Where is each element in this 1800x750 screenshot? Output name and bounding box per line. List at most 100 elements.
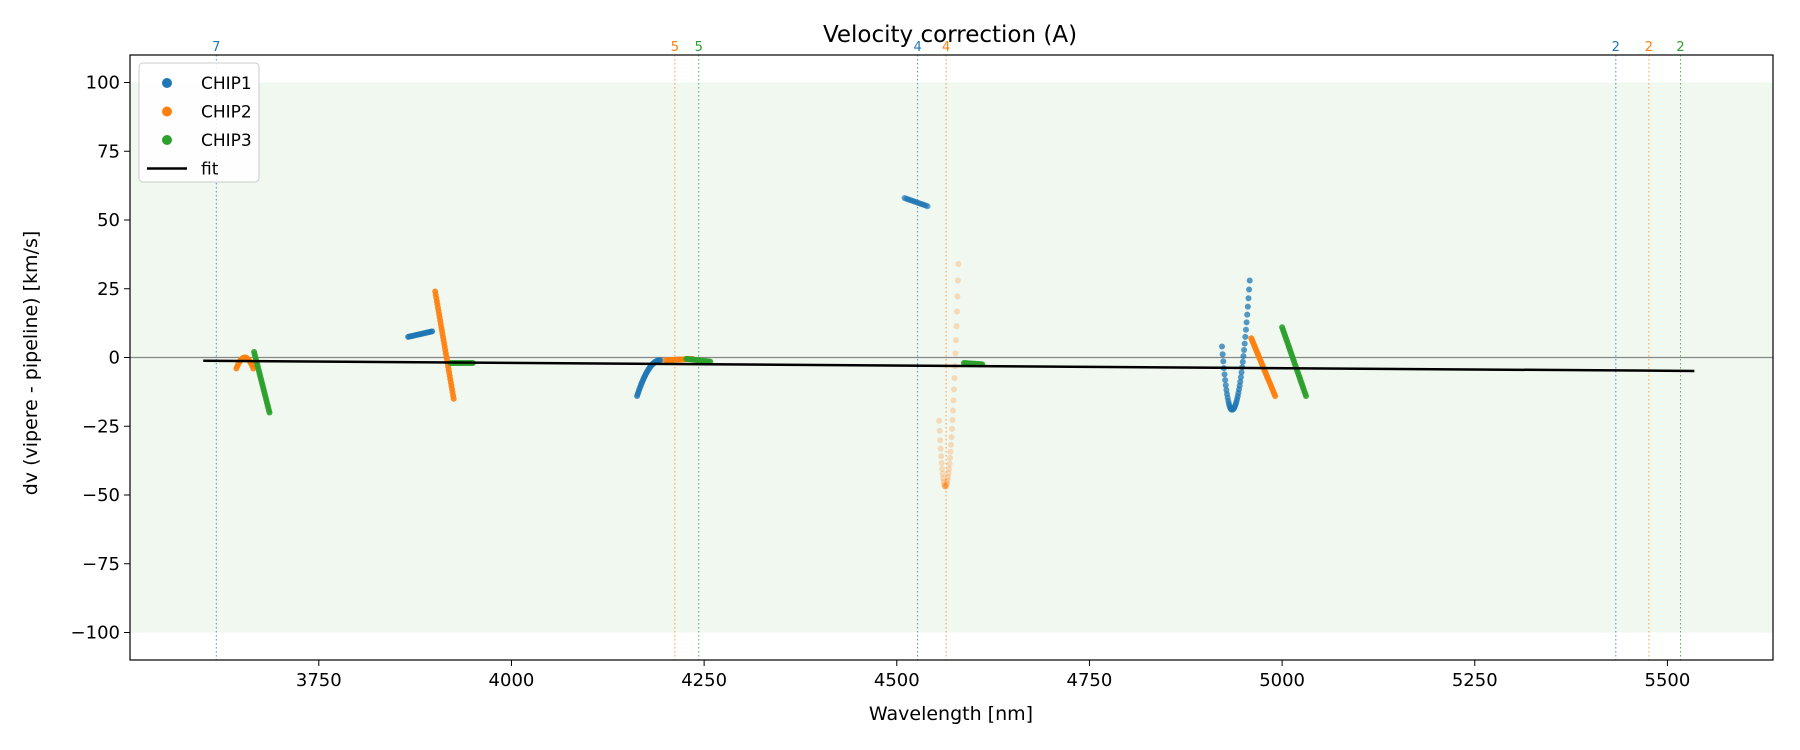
data-point	[1246, 286, 1253, 293]
data-point	[942, 483, 949, 490]
data-point	[940, 478, 947, 485]
data-point	[1243, 319, 1250, 326]
data-point	[250, 365, 257, 372]
data-point	[450, 395, 457, 402]
data-point	[937, 437, 944, 444]
data-point	[1222, 377, 1229, 384]
data-point	[1237, 378, 1244, 385]
data-point	[1241, 347, 1248, 354]
vertical-marker-label: 2	[1676, 40, 1684, 55]
data-point	[1237, 374, 1244, 381]
data-point	[941, 481, 948, 488]
legend-label: CHIP3	[201, 131, 252, 151]
data-point	[941, 482, 948, 489]
y-tick-label: 100	[86, 73, 120, 94]
data-point	[950, 397, 957, 404]
data-point	[939, 471, 946, 478]
data-point	[945, 474, 952, 481]
y-tick-label: −50	[82, 485, 120, 506]
y-axis-label: dv (vipere - pipeline) [km/s]	[20, 231, 42, 496]
data-point	[938, 453, 945, 460]
data-point	[937, 445, 944, 452]
y-tick-label: 75	[97, 141, 120, 162]
legend-marker-swatch	[162, 78, 172, 88]
vertical-marker-label: 7	[212, 40, 220, 55]
y-tick-label: 50	[97, 210, 120, 231]
x-tick-label: 4500	[874, 670, 920, 691]
x-axis-label: Wavelength [nm]	[869, 703, 1033, 725]
fit-line	[203, 359, 1695, 373]
data-point	[1272, 393, 1279, 399]
data-point	[266, 409, 273, 416]
data-point	[946, 465, 953, 472]
data-point	[1238, 369, 1245, 376]
data-point	[1244, 311, 1251, 318]
y-tick-label: 25	[97, 279, 120, 300]
data-point	[1239, 358, 1246, 365]
data-point	[924, 203, 931, 210]
data-point	[938, 460, 945, 467]
x-tick-label: 3750	[296, 670, 342, 691]
legend-label: CHIP2	[201, 103, 252, 123]
data-point	[1242, 326, 1249, 333]
vertical-marker-label: 2	[1612, 40, 1620, 55]
x-tick-label: 5250	[1452, 670, 1498, 691]
data-point	[1221, 371, 1228, 378]
data-point	[949, 416, 956, 423]
vertical-marker-label: 5	[671, 40, 679, 55]
legend-label: CHIP1	[201, 74, 252, 94]
data-point	[947, 448, 954, 455]
data-point	[1242, 333, 1249, 340]
vertical-marker-label: 4	[942, 40, 950, 55]
data-point	[942, 483, 949, 490]
data-point	[1220, 358, 1227, 365]
data-point	[943, 481, 950, 488]
data-point	[955, 261, 962, 267]
x-tick-label: 5000	[1259, 670, 1305, 691]
data-point	[951, 375, 958, 382]
data-point	[949, 425, 956, 432]
legend-box	[138, 62, 260, 183]
data-point	[946, 460, 953, 467]
y-tick-label: −25	[82, 416, 120, 437]
x-tick-label: 5500	[1645, 670, 1691, 691]
data-point	[1246, 277, 1253, 284]
data-point	[952, 350, 959, 357]
y-tick-label: 0	[109, 348, 120, 369]
data-point	[657, 357, 664, 364]
data-point	[939, 465, 946, 472]
data-point	[1240, 353, 1247, 360]
data-point	[936, 427, 943, 434]
vertical-marker-label: 5	[695, 40, 703, 55]
data-point	[945, 470, 952, 477]
data-point	[1222, 382, 1229, 389]
chart-title: Velocity correction (A)	[823, 22, 1077, 48]
legend-marker-swatch	[162, 135, 172, 145]
data-point	[936, 417, 943, 424]
data-point	[954, 293, 961, 300]
data-point	[1302, 393, 1309, 399]
x-tick-label: 4000	[489, 670, 535, 691]
x-tick-label: 4750	[1067, 670, 1113, 691]
data-point	[943, 483, 950, 490]
data-point	[948, 434, 955, 441]
data-point	[948, 441, 955, 448]
data-point	[1219, 351, 1226, 358]
data-point	[952, 337, 959, 344]
data-point	[1218, 343, 1225, 350]
x-tick-label: 4250	[681, 670, 727, 691]
data-point	[954, 277, 961, 284]
vertical-marker-label: 4	[913, 40, 921, 55]
legend-marker-swatch	[162, 106, 172, 117]
data-point	[944, 477, 951, 484]
y-tick-label: −100	[71, 623, 120, 644]
data-point	[950, 386, 957, 393]
data-point	[944, 479, 951, 486]
data-point	[429, 328, 436, 335]
y-tick-label: −75	[82, 554, 120, 575]
legend-label: fit	[201, 160, 219, 180]
data-point	[950, 407, 957, 414]
vertical-marker-label: 2	[1645, 40, 1653, 55]
data-point	[940, 475, 947, 482]
data-point	[1241, 340, 1248, 347]
